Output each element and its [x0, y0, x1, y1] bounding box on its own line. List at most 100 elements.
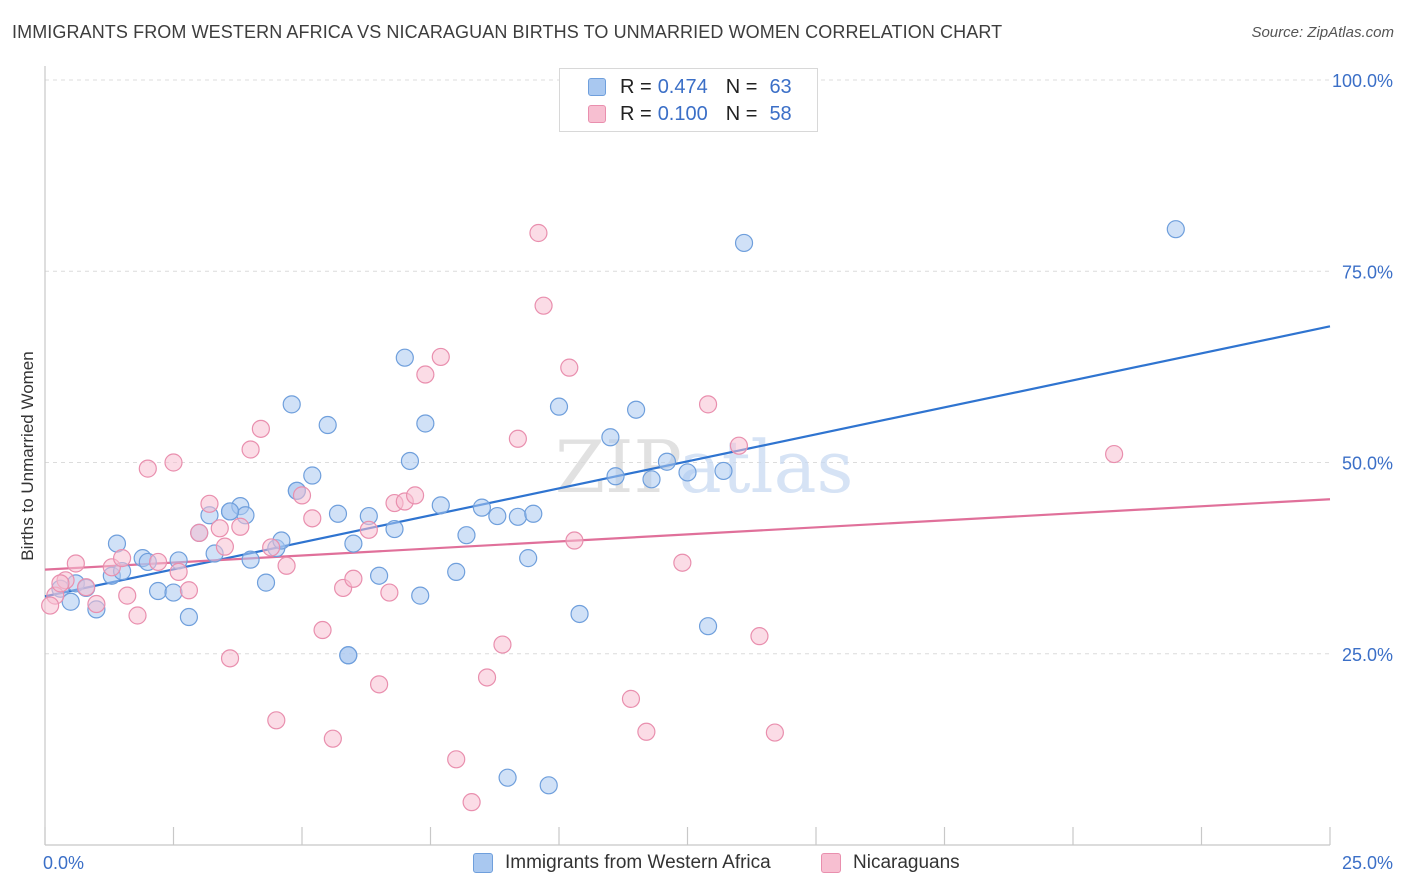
western-africa-point	[488, 506, 507, 526]
western-africa-point	[519, 549, 538, 568]
western-africa-point	[539, 776, 558, 795]
nicaraguan-point	[534, 296, 553, 315]
x-tick-label: 25.0%	[1342, 853, 1393, 873]
western-africa-point	[395, 348, 414, 367]
nicaraguan-point	[405, 486, 425, 505]
r-value: 0.100	[657, 102, 708, 125]
western-africa-point	[678, 463, 697, 482]
axes	[44, 66, 1331, 846]
western-africa-point	[606, 467, 625, 486]
western-africa-point	[416, 414, 435, 433]
western-africa-trendline	[44, 325, 1331, 598]
western-africa-point	[411, 586, 430, 605]
western-africa-point	[447, 562, 466, 581]
nicaraguan-point	[359, 520, 378, 539]
western-africa-point	[457, 526, 476, 545]
western-africa-point	[256, 573, 276, 592]
legend-label: Immigrants from Western Africa	[505, 852, 771, 873]
western-africa-point	[1166, 220, 1185, 239]
nicaraguan-point	[148, 552, 168, 572]
watermark: ZIPatlas	[555, 425, 853, 509]
nicaraguan-point	[220, 649, 240, 668]
r-label: R =	[620, 75, 652, 98]
western-africa-point	[508, 507, 527, 526]
nicaraguan-point	[673, 553, 692, 572]
nicaraguan-point	[370, 675, 389, 694]
western-africa-point	[524, 504, 543, 523]
nicaraguan-point	[231, 517, 250, 536]
nicaraguan-point	[493, 635, 512, 654]
y-axis-label: Births to Unmarried Women	[18, 351, 37, 560]
western-africa-point	[385, 519, 404, 539]
y-tick-label: 75.0%	[1342, 262, 1393, 282]
y-tick-label: 100.0%	[1332, 71, 1393, 91]
nicaraguan-point	[529, 223, 548, 243]
western-africa-point	[344, 534, 363, 553]
nicaraguan-point	[447, 750, 466, 769]
nicaraguan-point	[112, 549, 132, 568]
nicaraguan-point	[750, 627, 769, 646]
western-africa-point	[179, 607, 199, 627]
western-africa-point	[370, 566, 389, 585]
nicaraguan-point	[179, 581, 199, 600]
nicaraguan-point	[200, 494, 219, 513]
nicaraguan-point	[262, 538, 281, 557]
nicaraguan-point	[251, 419, 270, 438]
x-tick-label: 0.0%	[43, 853, 84, 873]
nicaraguan-point	[210, 519, 229, 538]
western-africa-point	[601, 428, 620, 447]
nicaraguan-point	[416, 365, 435, 384]
legend-row-western-africa: R = 0.474 N = 63	[588, 75, 792, 99]
western-africa-point	[400, 451, 420, 471]
nicaraguan-point	[323, 729, 342, 748]
nicaraguan-point	[344, 569, 363, 588]
nicaraguan-point	[303, 509, 322, 528]
nicaraguan-point	[621, 689, 641, 708]
western-africa-point	[303, 466, 322, 485]
nicaraguan-point	[380, 583, 399, 602]
western-africa-point	[657, 452, 677, 471]
western-africa-point	[626, 400, 646, 419]
pink-swatch	[821, 853, 841, 873]
western-africa-point	[570, 604, 589, 624]
nicaraguan-point	[267, 711, 286, 730]
western-africa-point	[328, 504, 348, 523]
r-label: R =	[620, 102, 652, 125]
nicaraguan-point	[190, 523, 209, 542]
western-africa-point	[148, 581, 168, 601]
nicaraguan-point	[118, 586, 137, 605]
legend-item-western-africa[interactable]: Immigrants from Western Africa	[473, 852, 771, 874]
nicaraguan-point	[51, 574, 70, 593]
nicaraguan-point	[277, 556, 296, 575]
nicaraguan-point	[431, 347, 450, 367]
nicaraguan-point	[215, 537, 234, 556]
western-africa-point	[339, 646, 358, 665]
nicaraguan-point	[128, 606, 147, 625]
pink-swatch	[588, 105, 606, 123]
blue-swatch	[473, 853, 493, 873]
legend-row-nicaraguans: R = 0.100 N = 58	[588, 102, 792, 126]
western-africa-point	[241, 550, 260, 569]
nicaraguan-point	[560, 358, 579, 377]
blue-swatch	[588, 78, 606, 96]
n-label: N =	[725, 75, 758, 98]
western-africa-point	[549, 397, 569, 416]
legend-label: Nicaraguans	[853, 852, 960, 873]
nicaraguan-point	[477, 668, 497, 687]
nicaraguan-point	[1105, 444, 1124, 464]
nicaraguan-point	[87, 594, 106, 614]
nicaraguan-point	[164, 453, 183, 472]
n-value: 58	[769, 102, 792, 125]
r-value: 0.474	[657, 75, 708, 98]
source-credit: Source: ZipAtlas.com	[1251, 24, 1394, 41]
legend-item-nicaraguans[interactable]: Nicaraguans	[821, 852, 960, 874]
stats-legend: R = 0.474 N = 63 R = 0.100 N = 58	[559, 68, 818, 132]
western-africa-point	[472, 498, 491, 517]
nicaraguan-point	[729, 436, 749, 455]
nicaraguan-point	[313, 620, 332, 640]
nicaraguan-point	[41, 596, 60, 615]
data-points	[41, 220, 1185, 812]
chart-title: IMMIGRANTS FROM WESTERN AFRICA VS NICARA…	[12, 22, 1003, 42]
western-africa-point	[220, 502, 240, 521]
